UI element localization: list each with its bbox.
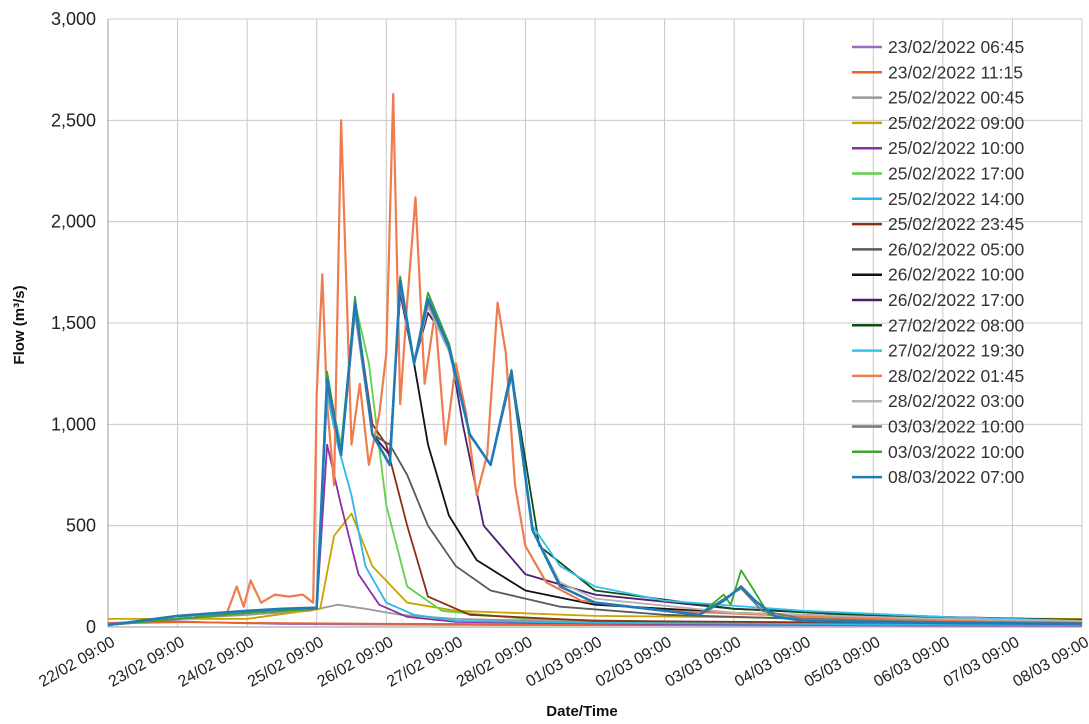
y-tick-label: 2,500 bbox=[51, 110, 96, 130]
x-tick-label: 05/03 09:00 bbox=[802, 634, 884, 691]
x-tick-label: 08/03 09:00 bbox=[1010, 634, 1089, 691]
x-tick-label: 24/02 09:00 bbox=[175, 634, 257, 691]
x-tick-label: 06/03 09:00 bbox=[871, 634, 953, 691]
legend-label: 26/02/2022 10:00 bbox=[888, 265, 1025, 285]
grid bbox=[107, 18, 1083, 628]
legend-label: 27/02/2022 19:30 bbox=[888, 341, 1025, 361]
legend-label: 25/02/2022 17:00 bbox=[888, 164, 1025, 184]
x-tick-label: 25/02 09:00 bbox=[245, 634, 327, 691]
series-lines bbox=[107, 92, 1083, 627]
x-tick-label: 03/03 09:00 bbox=[662, 634, 744, 691]
y-tick-label: 1,500 bbox=[51, 313, 96, 333]
y-tick-label: 500 bbox=[66, 516, 96, 536]
x-axis-title: Date/Time bbox=[546, 703, 617, 720]
legend-label: 26/02/2022 17:00 bbox=[888, 290, 1025, 310]
legend-label: 03/03/2022 10:00 bbox=[888, 417, 1025, 437]
legend-label: 08/03/2022 07:00 bbox=[888, 467, 1025, 487]
y-tick-label: 0 bbox=[86, 617, 96, 637]
y-tick-label: 3,000 bbox=[51, 9, 96, 29]
legend-label: 25/02/2022 09:00 bbox=[888, 113, 1025, 133]
legend-label: 23/02/2022 06:45 bbox=[888, 37, 1024, 57]
series-line bbox=[107, 279, 1083, 627]
x-tick-label: 23/02 09:00 bbox=[106, 634, 188, 691]
legend-label: 25/02/2022 10:00 bbox=[888, 138, 1025, 158]
legend-label: 27/02/2022 08:00 bbox=[888, 315, 1025, 335]
x-tick-label: 04/03 09:00 bbox=[732, 634, 814, 691]
x-tick-label: 22/02 09:00 bbox=[36, 634, 118, 691]
legend-label: 23/02/2022 11:15 bbox=[888, 62, 1023, 82]
series-line bbox=[107, 92, 1083, 627]
y-tick-label: 2,000 bbox=[51, 212, 96, 232]
series-line bbox=[108, 512, 1083, 620]
x-tick-label: 28/02 09:00 bbox=[454, 634, 536, 691]
legend-label: 28/02/2022 01:45 bbox=[888, 366, 1024, 386]
y-axis-ticks: 0 500 1,000 1,500 2,000 2,500 3,000 bbox=[51, 9, 96, 637]
y-axis-title: Flow (m³/s) bbox=[11, 285, 28, 364]
legend-label: 25/02/2022 14:00 bbox=[888, 189, 1025, 209]
legend-label: 25/02/2022 00:45 bbox=[888, 88, 1024, 108]
x-tick-label: 01/03 09:00 bbox=[523, 634, 605, 691]
plot-frame bbox=[107, 19, 1082, 628]
legend: 23/02/2022 06:45 23/02/2022 11:15 25/02/20… bbox=[852, 37, 1025, 487]
x-tick-label: 02/03 09:00 bbox=[593, 634, 675, 691]
legend-label: 03/03/2022 10:00 bbox=[888, 442, 1025, 462]
legend-label: 25/02/2022 23:45 bbox=[888, 214, 1024, 234]
x-tick-label: 27/02 09:00 bbox=[384, 634, 466, 691]
x-tick-label: 26/02 09:00 bbox=[315, 634, 397, 691]
legend-label: 26/02/2022 05:00 bbox=[888, 239, 1025, 259]
y-tick-label: 1,000 bbox=[51, 414, 96, 434]
legend-label: 28/02/2022 03:00 bbox=[888, 391, 1025, 411]
x-tick-label: 07/03 09:00 bbox=[941, 634, 1023, 691]
